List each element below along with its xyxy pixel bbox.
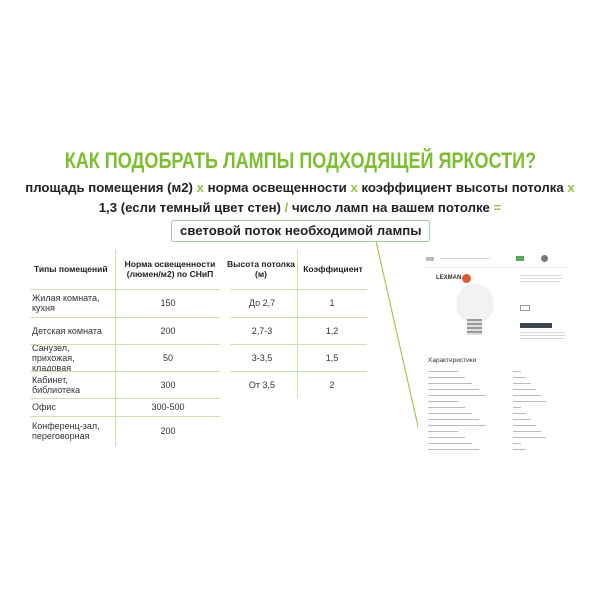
op: x (350, 180, 358, 195)
formula-result: световой поток необходимой лампы (171, 220, 431, 242)
spec-line (428, 383, 472, 384)
op: x (567, 180, 575, 195)
spec-line (428, 437, 465, 438)
room-type: Детская комната (32, 326, 102, 336)
formula-dark-walls: 1,3 (если темный цвет стен) (98, 200, 281, 215)
spec-line (513, 407, 521, 408)
spec-line (513, 413, 526, 414)
header-norm: Норма освещенности (люмен/м2) по СНиП (124, 259, 216, 279)
spec-line (513, 395, 541, 396)
op: x (196, 180, 204, 195)
spec-line (428, 407, 465, 408)
formula-lamps: число ламп на вашем потолке (291, 200, 490, 215)
spec-line (513, 377, 526, 378)
characteristics-heading: Характеристики (428, 357, 477, 364)
header-coef: Коэффициент (303, 264, 363, 274)
spec-line (513, 419, 531, 420)
room-type: Санузел, прихожая, кладовая (32, 345, 75, 371)
room-type: Офис (32, 402, 56, 412)
room-type: Конференц-зал, переговорная (32, 421, 100, 441)
spec-line (428, 413, 472, 414)
spec-line (428, 395, 486, 396)
spec-line (428, 449, 479, 450)
coef-value: 1,5 (325, 353, 339, 363)
bulb-image (458, 285, 492, 321)
spec-line (428, 419, 479, 420)
spec-line (513, 425, 536, 426)
spec-line (428, 377, 465, 378)
height-value: До 2,7 (248, 298, 276, 308)
brand-logo: LEXMAN (436, 275, 462, 281)
height-value: От 3,5 (248, 380, 276, 390)
op: = (493, 200, 502, 215)
height-value: 3-3,5 (251, 353, 273, 363)
spec-line (513, 401, 546, 402)
header-room-type: Типы помещений (34, 264, 108, 274)
spec-line (513, 431, 541, 432)
header-height: Высота потолка (м) (227, 259, 295, 279)
height-value: 2,7-3 (251, 326, 273, 336)
formula-area: площадь помещения (м2) (25, 180, 193, 195)
formula-coef: коэффициент высоты потолка (361, 180, 564, 195)
room-type: Кабинет, библиотека (32, 375, 81, 395)
spec-line (513, 437, 546, 438)
room-norm: 200 (160, 426, 176, 436)
spec-line (513, 443, 521, 444)
op: / (284, 200, 289, 215)
coef-value: 1 (329, 298, 335, 308)
coef-value: 1,2 (325, 326, 339, 336)
spec-line (428, 401, 458, 402)
coef-value: 2 (329, 380, 335, 390)
spec-line (513, 383, 531, 384)
page-title-text: КАК ПОДОБРАТЬ ЛАМПЫ ПОДХОДЯЩЕЙ ЯРКОСТИ? (64, 148, 536, 173)
page-title: КАК ПОДОБРАТЬ ЛАМПЫ ПОДХОДЯЩЕЙ ЯРКОСТИ? (0, 148, 600, 174)
spec-line (428, 389, 479, 390)
spec-line (428, 431, 458, 432)
room-norm: 300 (160, 380, 176, 390)
room-norm: 200 (160, 326, 176, 336)
formula-norm: норма освещенности (207, 180, 347, 195)
spec-line (428, 443, 472, 444)
spec-line (428, 371, 458, 372)
spec-line (513, 371, 521, 372)
spec-line (513, 389, 536, 390)
spec-line (428, 425, 486, 426)
room-norm: 300-500 (151, 402, 185, 412)
room-type: Жилая комната, кухня (32, 293, 100, 313)
room-norm: 50 (162, 353, 173, 363)
spec-line (513, 449, 526, 450)
formula: площадь помещения (м2) x норма освещенно… (0, 178, 600, 218)
product-page-screenshot: LEXMAN Характеристики (418, 253, 568, 473)
room-norm: 150 (160, 298, 176, 308)
